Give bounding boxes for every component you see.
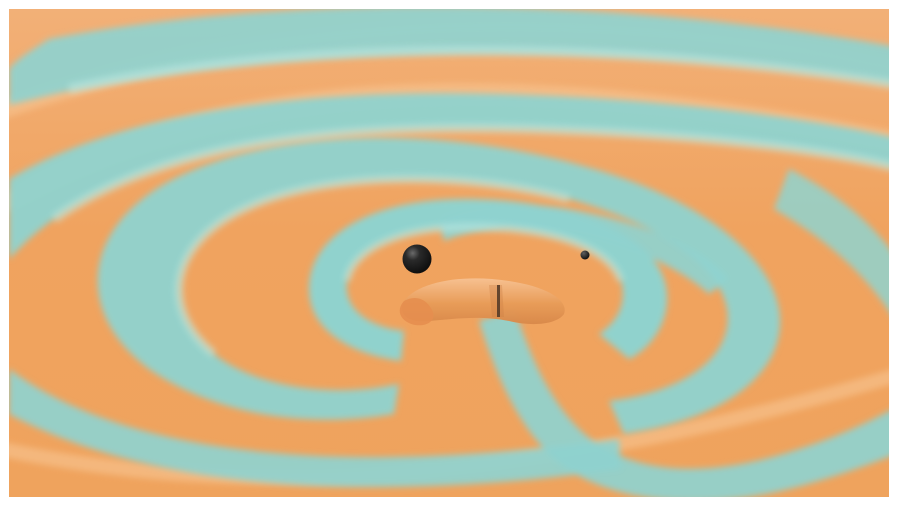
small-black-hole [580, 250, 590, 260]
black-holes [402, 244, 590, 274]
large-black-hole [402, 244, 432, 274]
gravitational-wave-illustration [9, 9, 889, 497]
wave-band-7 [9, 369, 621, 487]
wave-band-3 [97, 137, 781, 434]
wave-band-4 [309, 199, 668, 361]
center-pit [401, 278, 565, 325]
center-spike-shadow [489, 285, 504, 317]
wave-band-6 [774, 169, 889, 312]
wave-band-1 [9, 9, 889, 105]
warped-center [399, 278, 565, 326]
center-warp-left [399, 298, 434, 326]
wave-rim-highlights [51, 45, 889, 358]
center-spike [497, 285, 500, 317]
